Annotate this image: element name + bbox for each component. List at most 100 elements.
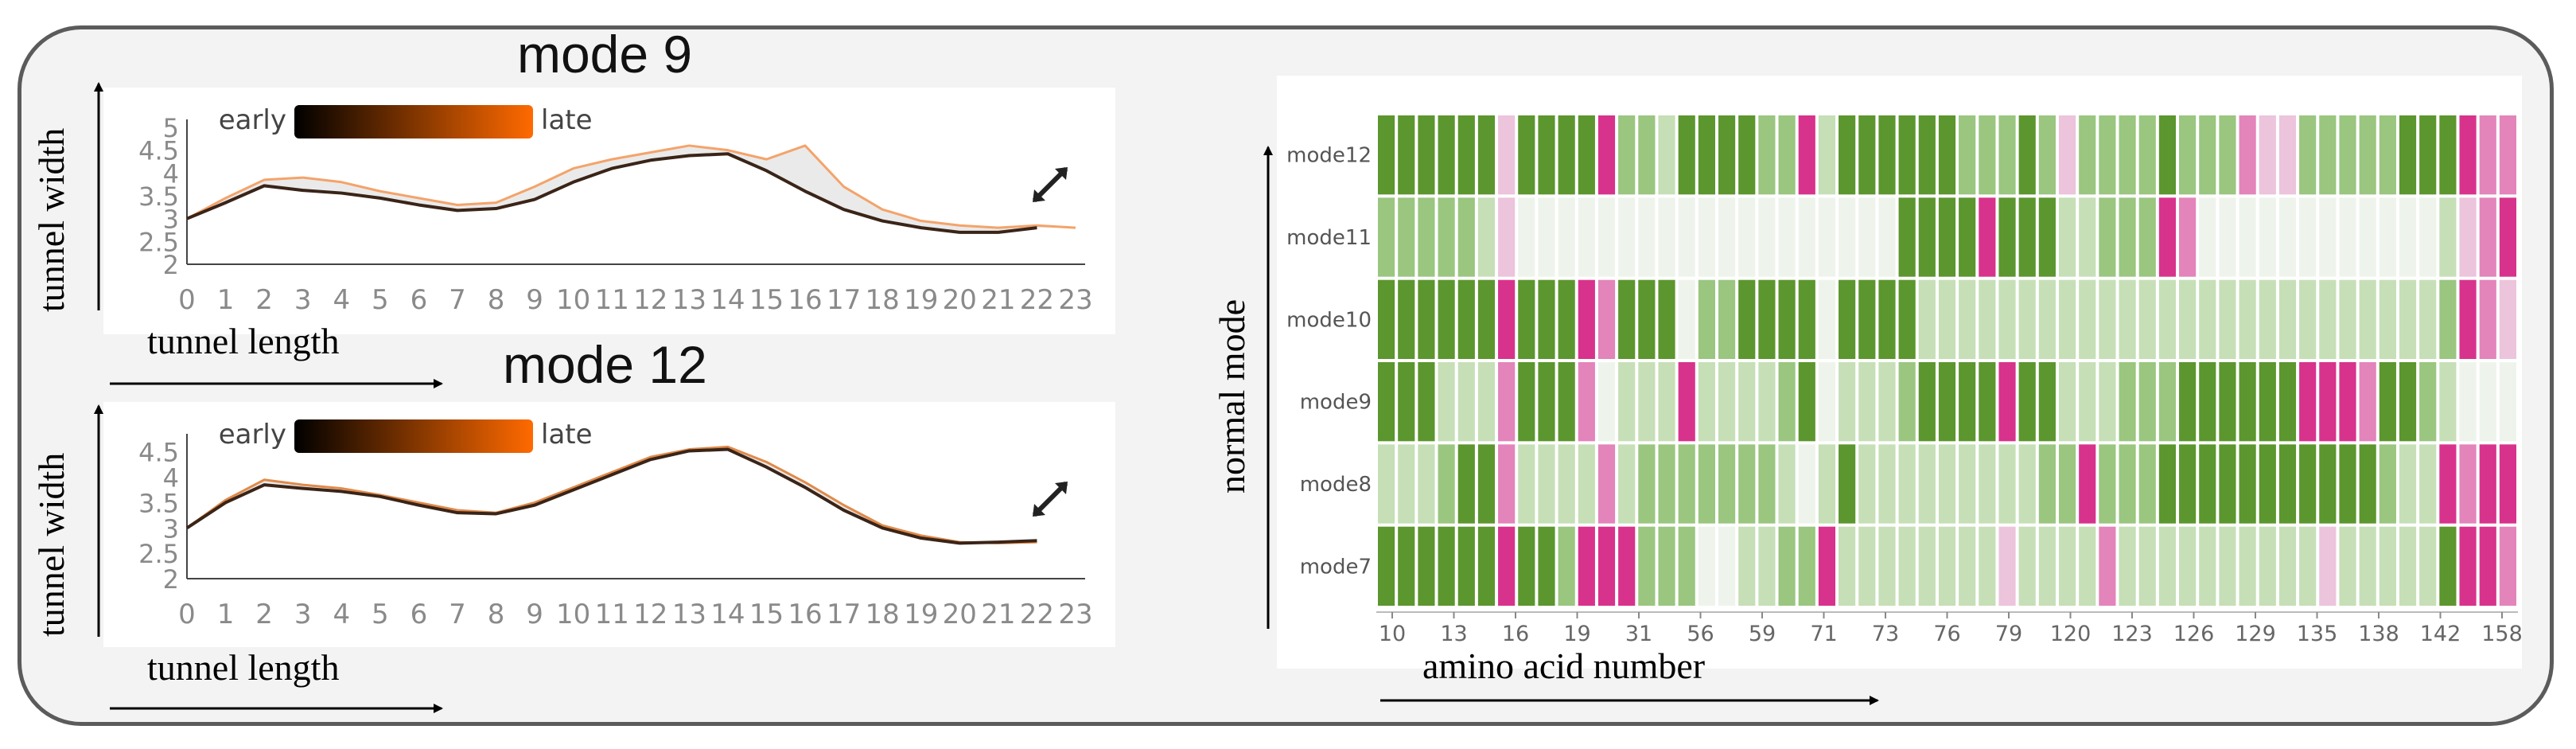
heatmap-cell [2018, 197, 2036, 277]
heatmap-cell [2299, 444, 2317, 524]
heatmap-cell [1438, 444, 1455, 524]
heatmap-cell [2018, 444, 2036, 524]
heatmap-cell [1718, 197, 1736, 277]
heatmap-cell [1998, 115, 2016, 195]
heatmap-cell [2199, 197, 2216, 277]
heatmap-cell [1678, 115, 1695, 195]
heatmap-cell [1959, 115, 1976, 195]
heatmap-cell [2459, 526, 2477, 606]
y-tick-label: 2.5 [138, 227, 179, 257]
heatmap-cell [2079, 362, 2096, 442]
heatmap-cell [1918, 115, 1936, 195]
heatmap-cell [1518, 279, 1535, 359]
heatmap-cell [2278, 279, 2297, 359]
heatmap-cell [2099, 362, 2116, 442]
heatmap-cell [1378, 526, 1395, 606]
heatmap-cell [2158, 279, 2177, 359]
heatmap-cell [1798, 362, 1815, 442]
heatmap-cell [2099, 444, 2116, 524]
heatmap-cell [2319, 362, 2337, 442]
heatmap-cell [2099, 197, 2116, 277]
series-line-late [186, 445, 1037, 544]
heatmap-cell [2459, 362, 2477, 442]
heatmap-cell [2138, 444, 2156, 524]
heatmap-x-tick-label: 73 [1872, 622, 1899, 646]
heatmap-cell [1418, 115, 1435, 195]
heatmap-cell [1898, 526, 1916, 606]
heatmap-cell [2499, 526, 2516, 606]
chart-title-mode12: mode 12 [503, 335, 707, 394]
x-tick-label: 5 [372, 284, 389, 316]
heatmap-cell [2319, 526, 2337, 606]
heatmap-cell [1818, 197, 1836, 277]
heatmap-cell [2439, 197, 2457, 277]
heatmap-cell [2459, 197, 2477, 277]
heatmap-cell [1597, 197, 1616, 277]
heatmap-cell [1698, 362, 1715, 442]
heatmap-cell [1658, 115, 1675, 195]
heatmap-cell [2259, 526, 2276, 606]
heatmap-cell [2379, 115, 2396, 195]
heatmap-cell [1477, 279, 1496, 359]
heatmap-cell [2479, 115, 2496, 195]
heatmap-cell [2439, 362, 2457, 442]
heatmap-cell [2219, 526, 2236, 606]
heatmap-cell [2079, 115, 2096, 195]
x-tick-label: 17 [827, 284, 861, 316]
heatmap-cell [2359, 526, 2376, 606]
heatmap-cell [2259, 444, 2276, 524]
heatmap-cell [2299, 362, 2317, 442]
heatmap-cell [1839, 526, 1856, 606]
heatmap-cell [1778, 444, 1796, 524]
heatmap-cell [2359, 279, 2376, 359]
heatmap-x-tick-label: 56 [1687, 622, 1714, 646]
heatmap-cell [1778, 197, 1796, 277]
heatmap-cell [1578, 279, 1595, 359]
heatmap-x-tick-label: 123 [2111, 622, 2153, 646]
heatmap-cell [2079, 526, 2096, 606]
heatmap-cell [2479, 444, 2496, 524]
heatmap-cell [1538, 279, 1555, 359]
x-tick-label: 1 [217, 599, 235, 630]
heatmap-cell [1858, 526, 1876, 606]
heatmap-cell [2179, 526, 2197, 606]
heatmap-row-label: mode12 [1286, 144, 1372, 168]
heatmap-cell [1738, 197, 1756, 277]
heatmap-cell [2399, 115, 2417, 195]
heatmap-cell [1578, 115, 1595, 195]
heatmap-row-label: mode10 [1286, 308, 1372, 332]
heatmap-cell [1758, 444, 1776, 524]
heatmap-cell [1738, 526, 1756, 606]
heatmap-cell [1878, 444, 1896, 524]
heatmap-cell [2239, 444, 2256, 524]
heatmap-cell [1938, 362, 1956, 442]
heatmap-cell [1758, 526, 1776, 606]
heatmap-cell [1798, 279, 1815, 359]
heatmap-cell [1938, 526, 1956, 606]
heatmap-cell [2079, 197, 2096, 277]
heatmap-cell [2158, 362, 2177, 442]
heatmap-cell [1518, 197, 1535, 277]
heatmap-cell [2179, 362, 2197, 442]
heatmap-cell [2278, 444, 2297, 524]
x-tick-label: 6 [411, 284, 428, 316]
heatmap-cell [1758, 279, 1776, 359]
heatmap-cell [2239, 197, 2256, 277]
heatmap-cell [2058, 444, 2076, 524]
heatmap-cell [2419, 197, 2437, 277]
heatmap-cell [2379, 197, 2396, 277]
heatmap-cell [1818, 362, 1836, 442]
heatmap-cell [1658, 526, 1675, 606]
heatmap-cell [1578, 444, 1595, 524]
heatmap-cell [2138, 362, 2156, 442]
legend-early-label: early [219, 419, 286, 451]
heatmap-cell [1698, 197, 1715, 277]
heatmap-cell [2259, 197, 2276, 277]
x-tick-label: 8 [488, 284, 505, 316]
heatmap-cell [1818, 526, 1836, 606]
heatmap-cell [2459, 115, 2477, 195]
heatmap-cell [1678, 197, 1695, 277]
heatmap-cell [1438, 526, 1455, 606]
heatmap-cell [1398, 279, 1415, 359]
heatmap-cell [1959, 279, 1976, 359]
